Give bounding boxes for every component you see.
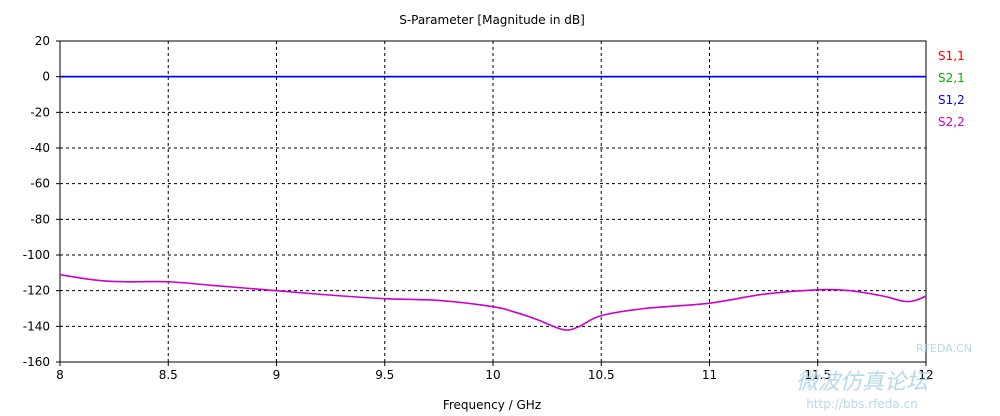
series-lines [59, 75, 927, 331]
y-tick-label: -60 [30, 177, 50, 191]
x-tick-label: 9.5 [375, 368, 394, 382]
y-tick-label: -20 [30, 105, 50, 119]
grid-lines [60, 41, 926, 362]
legend-entry: S1,1 [938, 49, 965, 63]
y-axis-ticks: 20 0 -20 -40 -60 -80 -100 -120 -140 -160 [23, 34, 60, 369]
y-tick-label: -140 [23, 319, 50, 333]
watermark-title: 微波仿真论坛 [796, 370, 930, 395]
chart-title: S-Parameter [Magnitude in dB] [399, 13, 585, 27]
x-axis-ticks: 8 8.5 9 9.5 10 10.5 11 11.5 12 [56, 362, 934, 382]
x-tick-label: 9 [273, 368, 281, 382]
watermark-url: http://bbs.rfeda.cn [806, 397, 918, 411]
x-tick-label: 11 [702, 368, 717, 382]
watermark-site: RFEDA.CN [916, 342, 972, 355]
x-tick-label: 10.5 [588, 368, 615, 382]
x-tick-label: 8 [56, 368, 64, 382]
x-tick-label: 10 [485, 368, 500, 382]
x-axis-label: Frequency / GHz [443, 398, 541, 412]
legend-entry: S2,1 [938, 71, 965, 85]
y-tick-label: -160 [23, 355, 50, 369]
legend-entry: S2,2 [938, 115, 965, 129]
y-tick-label: -40 [30, 141, 50, 155]
series-line-S2-2 [59, 273, 927, 331]
x-tick-label: 11.5 [804, 368, 831, 382]
legend-entry: S1,2 [938, 93, 965, 107]
y-tick-label: -120 [23, 284, 50, 298]
y-tick-label: -80 [30, 212, 50, 226]
x-tick-label: 12 [918, 368, 933, 382]
y-tick-label: 20 [35, 34, 50, 48]
watermark: RFEDA.CN 微波仿真论坛 http://bbs.rfeda.cn [796, 342, 972, 411]
x-tick-label: 8.5 [159, 368, 178, 382]
y-tick-label: 0 [42, 70, 50, 84]
y-tick-label: -100 [23, 248, 50, 262]
legend: S1,1 S2,1 S1,2 S2,2 [938, 49, 965, 129]
